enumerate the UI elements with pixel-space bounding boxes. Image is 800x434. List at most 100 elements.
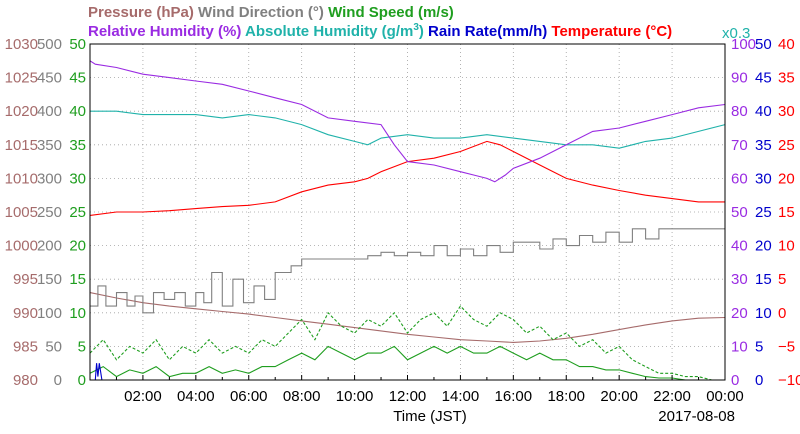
y-tick-label: 15 xyxy=(69,271,86,288)
y-tick-label: 60 xyxy=(731,170,748,187)
y-tick-label: 1030 xyxy=(5,36,38,53)
y-tick-label: 1025 xyxy=(5,70,38,87)
series-abs_humidity xyxy=(90,110,726,149)
y-tick-label: 350 xyxy=(37,137,62,154)
series-wind_direction xyxy=(90,228,725,314)
x-axis-labels: 02:00 04:00 06:00 08:00 10:00 12:00 14:00 16:00… xyxy=(115,375,744,405)
x-tick-label: 14:00 xyxy=(442,388,480,405)
y-tick-label: 30 xyxy=(69,170,86,187)
y-tick-label: 990 xyxy=(13,305,38,322)
y-tick-label: 400 xyxy=(37,103,62,120)
y-tick-label: 50 xyxy=(45,338,62,355)
x-tick-label: 16:00 xyxy=(495,388,533,405)
y-tick-label: 200 xyxy=(37,238,62,255)
x-tick-label: 10:00 xyxy=(336,388,374,405)
y-tick-label: 250 xyxy=(37,204,62,221)
x-tick-label: 06:00 xyxy=(230,388,268,405)
legend-entry: Temperature (°C) xyxy=(547,23,672,40)
legend-entry: Wind Speed (m/s) xyxy=(324,4,454,21)
y-tick-label: 100 xyxy=(731,36,756,53)
x-tick-label: 02:00 xyxy=(124,388,162,405)
y-tick-label: 50 xyxy=(755,36,772,53)
y-tick-label: 30 xyxy=(755,170,772,187)
legend: Pressure (hPa) Wind Direction (°) Wind S… xyxy=(88,4,672,40)
y-tick-label: 80 xyxy=(731,103,748,120)
y-tick-label: 10 xyxy=(755,305,772,322)
y-tick-label: 90 xyxy=(731,70,748,87)
y-tick-label: 35 xyxy=(778,70,795,87)
abs-humidity-scale-label: x0.3 xyxy=(722,25,750,42)
y-tick-label: 980 xyxy=(13,372,38,389)
y-tick-label: 0 xyxy=(778,305,786,322)
y-tick-label: 25 xyxy=(69,204,86,221)
y-tick-label: 50 xyxy=(69,36,86,53)
y-tick-label: 10 xyxy=(69,305,86,322)
date-label: 2017-08-08 xyxy=(658,408,735,425)
y-tick-label: 5 xyxy=(778,271,786,288)
y-tick-label: 1000 xyxy=(5,238,38,255)
y-tick-label: 300 xyxy=(37,170,62,187)
y-tick-label: 995 xyxy=(13,271,38,288)
y-tick-label: 1010 xyxy=(5,170,38,187)
y-tick-label: 1020 xyxy=(5,103,38,120)
y-tick-label: 0 xyxy=(78,372,86,389)
legend-entry-sup: 3 xyxy=(413,22,419,33)
y-tick-label: 450 xyxy=(37,70,62,87)
y-tick-label: 0 xyxy=(755,372,763,389)
grid xyxy=(90,44,725,380)
y-tick-label: 10 xyxy=(731,338,748,355)
x-tick-label: 08:00 xyxy=(283,388,321,405)
y-tick-label: 35 xyxy=(755,137,772,154)
legend-entry: Relative Humidity (%) xyxy=(88,23,241,40)
series-wind_speed xyxy=(89,345,725,381)
y-tick-label: 40 xyxy=(69,103,86,120)
legend-entry: Absolute Humidity (g/m xyxy=(241,23,413,40)
y-tick-label: 40 xyxy=(755,103,772,120)
series-relative_humidity xyxy=(89,60,726,183)
y-tick-label: 0 xyxy=(731,372,739,389)
x-tick-label: 00:00 xyxy=(706,388,744,405)
series-wind_speed_gust xyxy=(89,305,725,381)
legend-row: Relative Humidity (%) Absolute Humidity … xyxy=(88,22,672,40)
legend-entry: Pressure (hPa) xyxy=(88,4,194,21)
y-tick-label: 25 xyxy=(778,137,795,154)
y-tick-label: 50 xyxy=(731,204,748,221)
legend-entry: Rain Rate(mm/h) xyxy=(424,23,547,40)
y-tick-label: 30 xyxy=(778,103,795,120)
x-tick-label: 12:00 xyxy=(389,388,427,405)
y-tick-label: 5 xyxy=(78,338,86,355)
y-tick-label: 985 xyxy=(13,338,38,355)
x-tick-label: 04:00 xyxy=(177,388,215,405)
y-tick-label: 5 xyxy=(755,338,763,355)
y-tick-label: 20 xyxy=(731,305,748,322)
y-tick-label: 70 xyxy=(731,137,748,154)
series-pressure xyxy=(89,292,726,343)
y-tick-label: 35 xyxy=(69,137,86,154)
y-tick-label: 15 xyxy=(778,204,795,221)
y-tick-label: 10 xyxy=(778,238,795,255)
y-tick-label: 0 xyxy=(54,372,62,389)
y-tick-label: 500 xyxy=(37,36,62,53)
y-tick-label: 15 xyxy=(755,271,772,288)
y-tick-label: 40 xyxy=(778,36,795,53)
y-tick-label: 150 xyxy=(37,271,62,288)
y-tick-label: 20 xyxy=(755,238,772,255)
y-tick-label: 20 xyxy=(778,170,795,187)
y-tick-label: −10 xyxy=(778,372,800,389)
legend-entry-tail: ) xyxy=(419,23,424,40)
x-axis-title: Time (JST) xyxy=(393,408,467,425)
y-tick-label: 25 xyxy=(755,204,772,221)
y-tick-label: −5 xyxy=(778,338,795,355)
y-tick-label: 40 xyxy=(731,238,748,255)
y-tick-label: 30 xyxy=(731,271,748,288)
y-tick-label: 100 xyxy=(37,305,62,322)
y-tick-label: 1015 xyxy=(5,137,38,154)
x-tick-label: 18:00 xyxy=(547,388,585,405)
legend-entry: Wind Direction (°) xyxy=(194,4,324,21)
y-tick-label: 45 xyxy=(755,70,772,87)
x-tick-label: 20:00 xyxy=(600,388,638,405)
x-tick-label: 22:00 xyxy=(653,388,691,405)
